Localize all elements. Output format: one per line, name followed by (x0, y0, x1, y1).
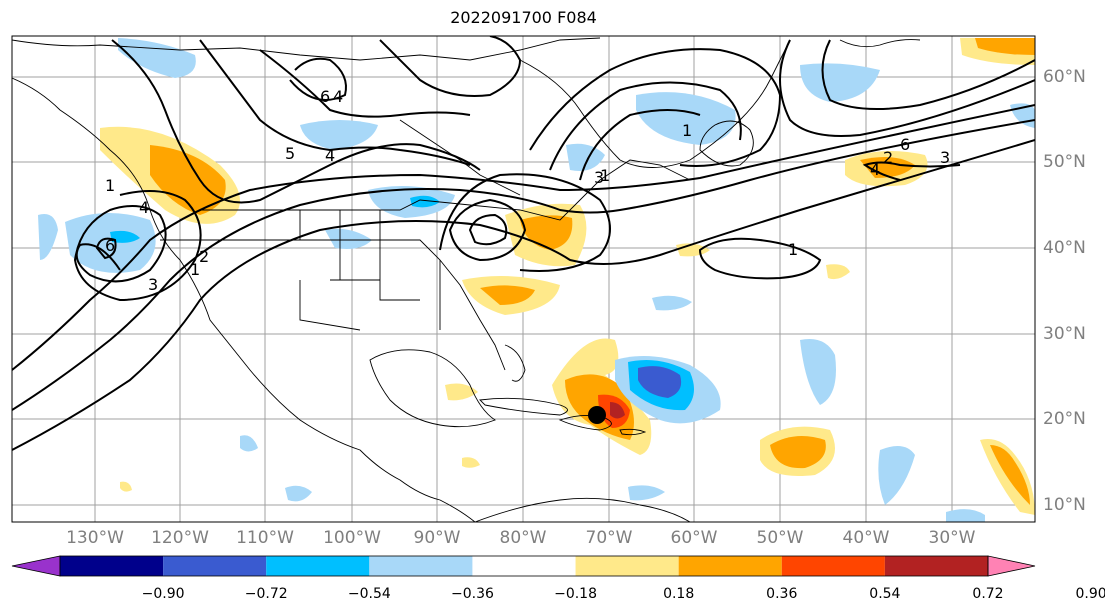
colorbar-tick-label: −0.90 (141, 586, 185, 602)
lat-tick-label: 10°N (1043, 495, 1086, 515)
colorbar-tick-label: 0.72 (972, 586, 1004, 602)
colorbar-cell (472, 556, 576, 576)
colorbar-cell (163, 556, 267, 576)
colorbar-cell (884, 556, 988, 576)
colorbar (11, 555, 1036, 577)
lon-tick-label: 130°W (66, 528, 124, 548)
contour-label: 6 (900, 135, 911, 154)
contour-label: 1 (600, 166, 611, 185)
contour-lines (12, 36, 1035, 451)
contour-label: 1 (788, 240, 799, 259)
contour-label: 2 (199, 247, 210, 266)
colorbar-cell (266, 556, 370, 576)
lon-tick-label: 30°W (928, 528, 976, 548)
contour-label: 3 (940, 148, 951, 167)
contour-label: 5 (285, 144, 296, 163)
lon-tick-label: 40°W (842, 528, 890, 548)
colorbar-cell (781, 556, 885, 576)
colorbar-extend-max (987, 555, 1036, 577)
lon-tick-label: 50°W (756, 528, 804, 548)
contour-label: 3 (148, 275, 159, 294)
lat-tick-label: 40°N (1043, 238, 1086, 258)
contour-label: 4 (139, 198, 150, 217)
contour-label: 4 (333, 87, 344, 106)
contour-label: 6 (320, 87, 331, 106)
anomaly-shading (38, 38, 1035, 522)
lon-tick-label: 80°W (499, 528, 547, 548)
contour-label: 1 (682, 121, 693, 140)
lon-tick-label: 110°W (236, 528, 294, 548)
colorbar-tick-label: −0.18 (554, 586, 597, 602)
lat-tick-label: 20°N (1043, 409, 1086, 429)
contour-label: 1 (190, 260, 201, 279)
colorbar-extend-min (11, 555, 61, 577)
contour-label: 4 (325, 146, 336, 165)
storm-center-marker (588, 406, 606, 424)
lat-tick-label: 30°N (1043, 324, 1086, 344)
colorbar-tick-label: 0.90 (1075, 586, 1105, 602)
shade-bc-orange (150, 145, 226, 215)
contour-label: 2 (883, 148, 894, 167)
colorbar-tick-label: −0.72 (244, 586, 288, 602)
lon-tick-label: 60°W (670, 528, 718, 548)
lat-tick-label: 60°N (1043, 67, 1086, 87)
lat-tick-label: 50°N (1043, 152, 1086, 172)
lon-tick-label: 90°W (413, 528, 461, 548)
colorbar-tick-label: 0.18 (663, 586, 695, 602)
plot-title: 2022091700 F084 (450, 8, 597, 27)
contour-label: 4 (870, 160, 881, 179)
contour-label: 6 (105, 236, 116, 255)
colorbar-cell (575, 556, 679, 576)
colorbar-cell (369, 556, 473, 576)
colorbar-cell (678, 556, 782, 576)
colorbar-tick-label: 0.36 (766, 586, 798, 602)
colorbar-tick-label: 0.54 (869, 586, 901, 602)
lon-tick-label: 120°W (151, 528, 209, 548)
contour-label: 3 (594, 168, 605, 187)
lon-tick-label: 70°W (585, 528, 633, 548)
lon-tick-label: 100°W (323, 528, 381, 548)
coastlines (12, 37, 921, 522)
map-frame (11, 35, 1036, 523)
colorbar-tick-label: −0.54 (347, 586, 391, 602)
colorbar-tick-label: −0.36 (450, 586, 494, 602)
contour-label: 1 (105, 176, 116, 195)
colorbar-cell (60, 556, 164, 576)
